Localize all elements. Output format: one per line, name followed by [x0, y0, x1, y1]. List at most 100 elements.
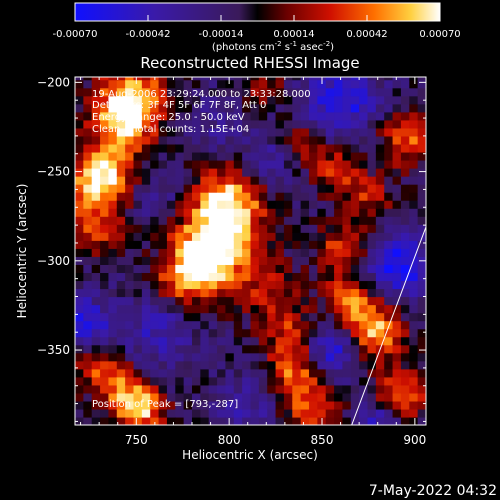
- heatmap-cell: [150, 111, 160, 121]
- heatmap-cell: [242, 240, 252, 249]
- heatmap-cell: [75, 368, 84, 378]
- heatmap-cell: [417, 168, 426, 177]
- heatmap-cell: [125, 344, 135, 354]
- heatmap-cell: [150, 392, 160, 402]
- heatmap-cell: [116, 143, 126, 153]
- heatmap-cell: [325, 103, 335, 113]
- heatmap-cell: [384, 151, 394, 161]
- heatmap-cell: [258, 176, 268, 185]
- y-axis-ticks: −200−250−300−350: [37, 75, 426, 422]
- heatmap-cell: [133, 264, 143, 274]
- heatmap-cell: [217, 95, 227, 105]
- heatmap-cell: [183, 320, 193, 330]
- heatmap-cell: [242, 248, 252, 257]
- heatmap-cell: [384, 159, 394, 169]
- heatmap-cell: [150, 416, 160, 425]
- heatmap-cell: [300, 111, 310, 121]
- heatmap-cell: [192, 224, 201, 233]
- heatmap-cell: [75, 159, 84, 169]
- heatmap-cell: [150, 127, 160, 137]
- heatmap-cell: [150, 256, 160, 265]
- heatmap-cell: [375, 264, 385, 274]
- heatmap-cell: [334, 344, 344, 354]
- heatmap-cell: [133, 232, 143, 241]
- heatmap-cell: [192, 376, 201, 386]
- heatmap-cell: [317, 328, 327, 338]
- heatmap-cell: [242, 384, 252, 394]
- heatmap-cell: [150, 159, 160, 169]
- heatmap-cell: [350, 87, 360, 97]
- heatmap-cell: [417, 200, 426, 209]
- heatmap-cell: [133, 256, 143, 265]
- heatmap-cell: [417, 320, 426, 330]
- heatmap-cell: [217, 312, 227, 322]
- heatmap-cell: [292, 111, 302, 121]
- heatmap-cell: [192, 79, 201, 89]
- heatmap-cell: [200, 416, 210, 425]
- heatmap-cell: [125, 119, 135, 129]
- heatmap-cell: [242, 159, 252, 169]
- heatmap-cell: [242, 135, 252, 145]
- heatmap-cell: [309, 328, 318, 338]
- heatmap-cell: [150, 232, 160, 241]
- heatmap-cell: [158, 111, 168, 121]
- heatmap-cell: [392, 87, 402, 97]
- heatmap-cell: [183, 232, 193, 241]
- heatmap-cell: [384, 360, 394, 370]
- heatmap-cell: [267, 248, 277, 257]
- heatmap-cell: [175, 360, 185, 370]
- heatmap-cell: [133, 344, 143, 354]
- heatmap-cell: [116, 416, 126, 425]
- heatmap-cell: [175, 135, 185, 145]
- heatmap-cell: [350, 376, 360, 386]
- heatmap-cell: [133, 216, 143, 225]
- heatmap-cell: [217, 224, 227, 233]
- heatmap-cell: [417, 240, 426, 249]
- heatmap-cell: [158, 208, 168, 217]
- heatmap-cell: [283, 392, 293, 402]
- heatmap-cell: [375, 79, 385, 89]
- heatmap-cell: [108, 416, 118, 425]
- heatmap-cell: [100, 224, 110, 233]
- heatmap-cell: [166, 77, 176, 81]
- heatmap-cell: [400, 159, 410, 169]
- heatmap-cell: [141, 360, 151, 370]
- heatmap-cell: [283, 312, 293, 322]
- heatmap-cell: [400, 296, 410, 306]
- heatmap-cell: [183, 360, 193, 370]
- heatmap-cell: [292, 103, 302, 113]
- heatmap-cell: [325, 344, 335, 354]
- heatmap-cell: [400, 184, 410, 193]
- heatmap-cell: [375, 408, 385, 418]
- heatmap-cell: [75, 376, 84, 386]
- heatmap-cell: [275, 159, 285, 169]
- heatmap-cell: [342, 159, 352, 169]
- heatmap-cell: [359, 168, 369, 177]
- heatmap-cell: [367, 408, 377, 418]
- heatmap-cell: [417, 376, 426, 386]
- heatmap-cell: [392, 103, 402, 113]
- heatmap-cell: [367, 119, 377, 129]
- heatmap-cell: [325, 408, 335, 418]
- heatmap-cell: [217, 77, 227, 81]
- heatmap-cell: [192, 216, 201, 225]
- heatmap-cell: [75, 216, 84, 225]
- heatmap-cell: [409, 79, 419, 89]
- heatmap-cell: [141, 79, 151, 89]
- heatmap-cell: [166, 328, 176, 338]
- heatmap-cell: [417, 408, 426, 418]
- heatmap-cell: [342, 376, 352, 386]
- heatmap-cell: [133, 320, 143, 330]
- heatmap-cell: [83, 328, 93, 338]
- heatmap-cell: [166, 200, 176, 209]
- heatmap-cell: [309, 288, 318, 298]
- heatmap-cell: [342, 312, 352, 322]
- heatmap-cell: [183, 159, 193, 169]
- heatmap-cell: [392, 288, 402, 298]
- heatmap-cell: [75, 111, 84, 121]
- heatmap-cell: [116, 352, 126, 362]
- heatmap-cell: [150, 344, 160, 354]
- heatmap-cell: [208, 119, 218, 129]
- heatmap-cell: [384, 392, 394, 402]
- heatmap-cell: [91, 77, 101, 81]
